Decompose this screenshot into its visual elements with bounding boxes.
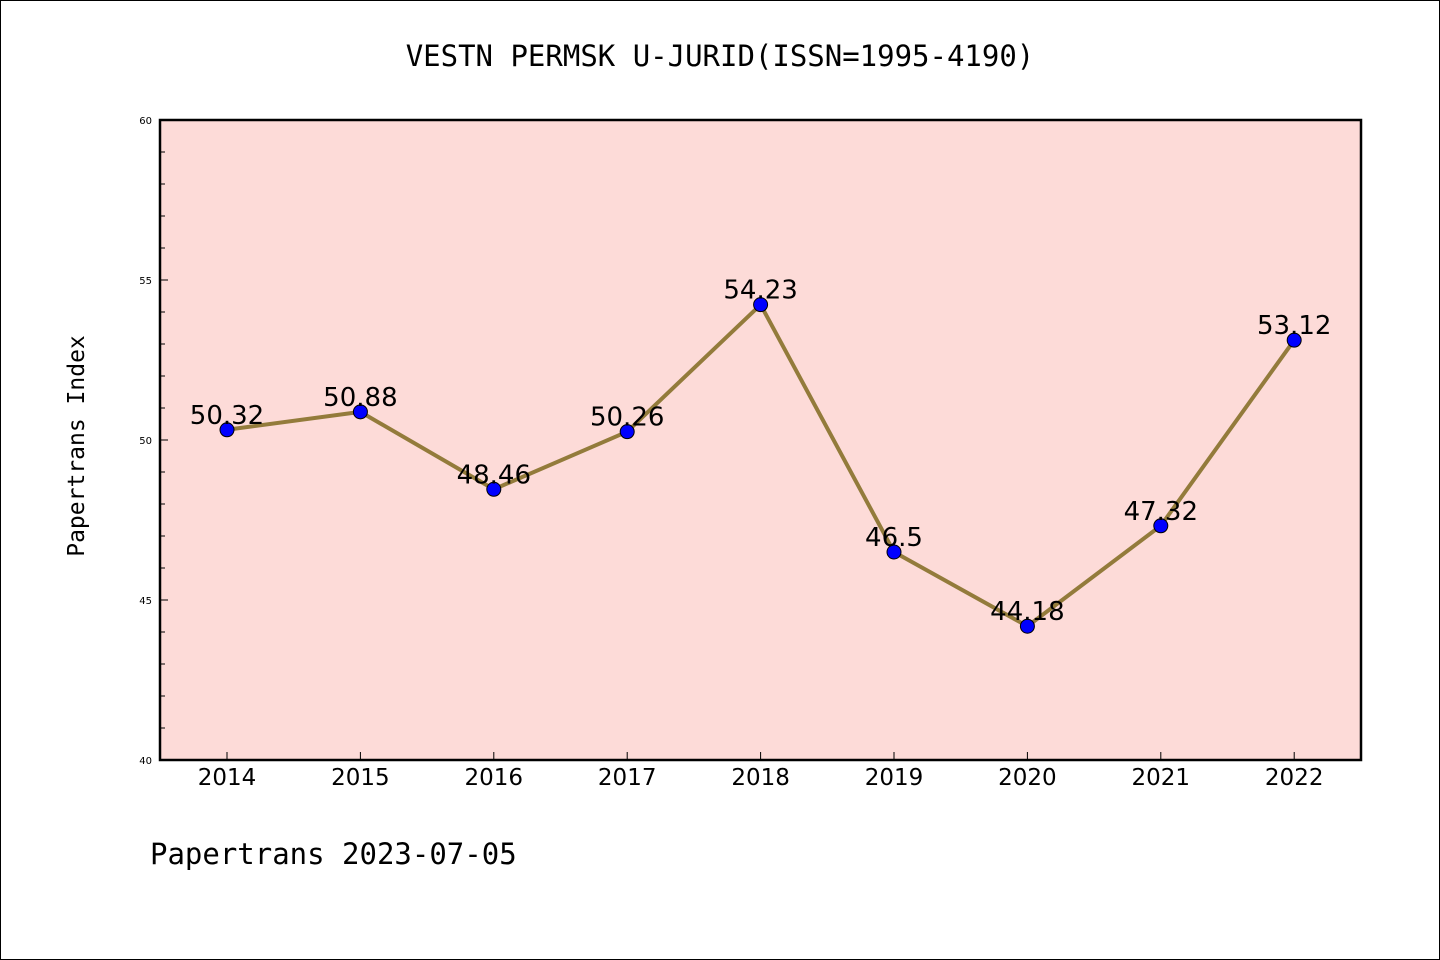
data-label: 50.88 bbox=[323, 383, 397, 413]
data-point bbox=[619, 424, 635, 440]
data-label: 46.5 bbox=[865, 523, 923, 553]
y-tick-label: 60 bbox=[139, 116, 152, 127]
x-tick-label: 2016 bbox=[465, 765, 524, 791]
x-axis-ticks: 2014 2015 2016 2017 2018 2019 2020 2021 2022 bbox=[198, 752, 1324, 791]
x-tick-label: 2015 bbox=[331, 765, 390, 791]
y-tick-label: 40 bbox=[139, 756, 152, 767]
chart-title: VESTN PERMSK U-JURID(ISSN=1995-4190) bbox=[406, 39, 1035, 73]
plot-area bbox=[160, 120, 1361, 760]
y-tick-label: 50 bbox=[139, 436, 152, 447]
y-tick-label: 45 bbox=[139, 596, 152, 607]
data-label: 50.32 bbox=[190, 401, 264, 431]
data-label: 53.12 bbox=[1257, 311, 1331, 341]
data-point bbox=[219, 422, 235, 438]
data-point bbox=[1019, 618, 1035, 634]
data-label: 47.32 bbox=[1124, 497, 1198, 527]
x-tick-label: 2019 bbox=[865, 765, 924, 791]
data-label: 44.18 bbox=[990, 597, 1064, 627]
data-point bbox=[753, 297, 769, 313]
data-point bbox=[352, 404, 368, 420]
plot-border bbox=[158, 118, 1363, 762]
data-label: 54.23 bbox=[723, 276, 797, 306]
x-tick-label: 2018 bbox=[731, 765, 790, 791]
x-tick-label: 2014 bbox=[198, 765, 257, 791]
data-label: 50.26 bbox=[590, 403, 664, 433]
x-tick-label: 2020 bbox=[998, 765, 1057, 791]
data-series: 50.32 50.88 48.46 50.26 54.23 46.5 44.18 47.32 5… bbox=[190, 276, 1331, 634]
y-tick-label: 55 bbox=[139, 276, 152, 287]
data-point bbox=[1153, 518, 1169, 534]
x-tick-label: 2021 bbox=[1132, 765, 1191, 791]
data-point bbox=[486, 481, 502, 497]
y-axis-label: Papertrans Index bbox=[64, 335, 90, 557]
data-point bbox=[1286, 332, 1302, 348]
x-tick-label: 2017 bbox=[598, 765, 657, 791]
data-label: 48.46 bbox=[457, 460, 531, 490]
data-point bbox=[886, 544, 902, 560]
x-tick-label: 2022 bbox=[1265, 765, 1324, 791]
footer-text: Papertrans 2023-07-05 bbox=[150, 837, 517, 871]
